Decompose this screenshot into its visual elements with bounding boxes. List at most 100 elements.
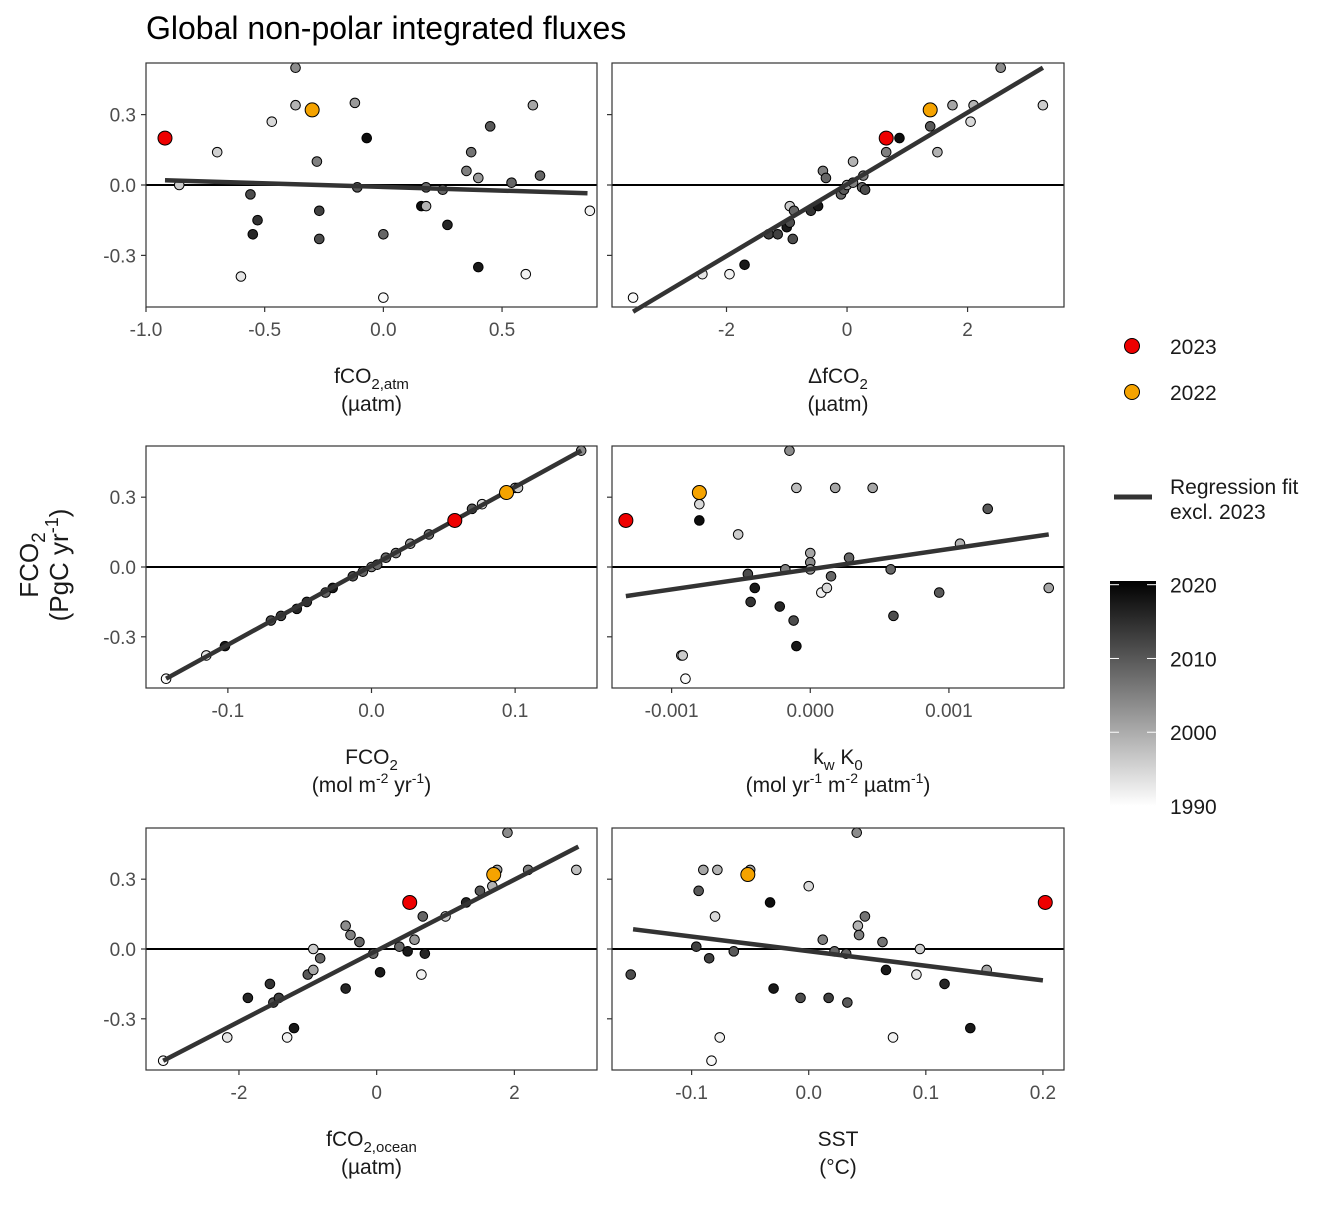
panel-fco2ocean: -0.3 0.0 0.3 -2 0 2 fCO2,ocean(µatm) [103,827,598,1179]
y-tick-label: 0.3 [110,106,136,127]
x-tick-label: -0.5 [248,320,281,341]
data-point [520,268,532,280]
data-point [313,233,325,245]
data-point [266,116,278,127]
x-axis-label: ΔfCO2 [808,365,868,393]
regression-line [165,448,583,681]
regression-line [625,532,1050,599]
legend-item-fit: Regression fit excl. 2023 [1114,476,1299,524]
data-point [378,228,389,240]
data-point [784,445,795,456]
x-axis-unit: (mol yr-1 m-2 µatm-1) [746,770,931,797]
data-point [803,880,815,892]
panel-border [145,62,598,308]
y-tick-label: 0.0 [110,176,136,197]
data-point [484,121,496,132]
x-axis-label: kw K0 [813,746,863,774]
data-point [402,946,413,957]
data-point [847,156,859,167]
y-axis-label: FCO2 (PgC yr-1) [14,509,74,622]
data-point [340,920,351,932]
data-point [829,482,841,494]
x-tick-label: 0.0 [358,701,384,722]
colorbar-tick-label: 1990 [1170,796,1217,819]
colorbar: 2020 2010 2000 1990 [1110,575,1217,819]
data-point [354,936,365,948]
data-point [502,827,513,838]
data-point [340,983,351,994]
x-tick-label: -0.1 [211,701,244,722]
legend: 2023 2022 Regression fit excl. 2023 2020… [1110,336,1299,819]
data-point [768,983,779,994]
x-tick-label: 2 [962,320,973,341]
panel-sst: -0.1 0.0 0.1 0.2 SST (°C) [607,827,1065,1179]
x-axis-unit: (µatm) [341,1156,402,1179]
x-tick-label: 0.1 [502,701,528,722]
data-point [823,992,834,1004]
highlight-point-2023 [878,130,894,146]
data-point [345,929,356,941]
x-tick-label: -0.001 [645,701,699,722]
data-point [461,165,472,177]
data-point [288,1022,300,1034]
data-point [982,503,994,515]
data-point [817,934,829,945]
data-point [820,172,832,184]
svg-text:(PgC yr-1): (PgC yr-1) [42,509,74,622]
highlight-point-2023 [618,512,634,528]
x-tick-label: 0.001 [925,701,973,722]
highlight-point-2022 [304,102,320,118]
data-point [311,156,323,167]
data-point [211,146,223,158]
y-tick-label: -0.3 [103,246,136,267]
x-axis-unit: (mol m-2 yr-1) [312,770,431,797]
x-tick-label: 0 [371,1083,382,1104]
data-point [290,62,301,73]
data-point [724,268,735,280]
data-point [313,205,325,217]
highlight-point-2022 [740,867,756,883]
data-point [859,184,871,195]
data-point [709,911,721,922]
y-tick-label: 0.3 [110,870,136,891]
highlight-point-2022 [691,485,707,501]
data-point [859,911,871,922]
y-tick-label: 0.0 [110,940,136,961]
data-point [939,978,950,990]
panel-border [145,445,598,689]
panel-fco2flux: -0.3 0.0 0.3 -0.1 0.0 0.1 FCO2(mol m-2 yr-1) [103,445,598,797]
data-point [880,964,892,976]
data-point [795,992,806,1004]
data-point [932,146,943,158]
legend-fit-label-2: excl. 2023 [1170,501,1266,524]
data-point [880,146,892,158]
data-point [888,610,899,622]
data-point [627,292,639,303]
data-point [706,1055,717,1066]
data-point [409,934,420,945]
colorbar-tick-label: 2000 [1170,722,1217,745]
data-point [534,170,546,181]
x-axis-label: fCO2,atm [334,365,409,393]
data-point [821,582,833,594]
data-point [281,1032,293,1043]
panel-border [145,827,598,1071]
data-point [787,233,799,245]
panel-kwk0: -0.001 0.000 0.001 kw K0(mol yr-1 m-2 µatm-… [607,445,1065,797]
x-axis-unit: (µatm) [807,393,868,416]
data-point [252,214,263,226]
data-point [1037,99,1049,111]
data-point [694,498,705,510]
data-point [314,953,326,964]
legend-marker-2022 [1124,384,1140,400]
y-tick-label: 0.3 [110,488,136,509]
data-point [442,219,453,231]
chart-title: Global non-polar integrated fluxes [146,10,626,46]
data-point [308,964,319,976]
legend-label-2023: 2023 [1170,336,1217,359]
data-point [842,997,853,1008]
data-point [885,564,896,575]
legend-item-2022: 2022 [1124,382,1217,405]
data-point [914,943,926,955]
